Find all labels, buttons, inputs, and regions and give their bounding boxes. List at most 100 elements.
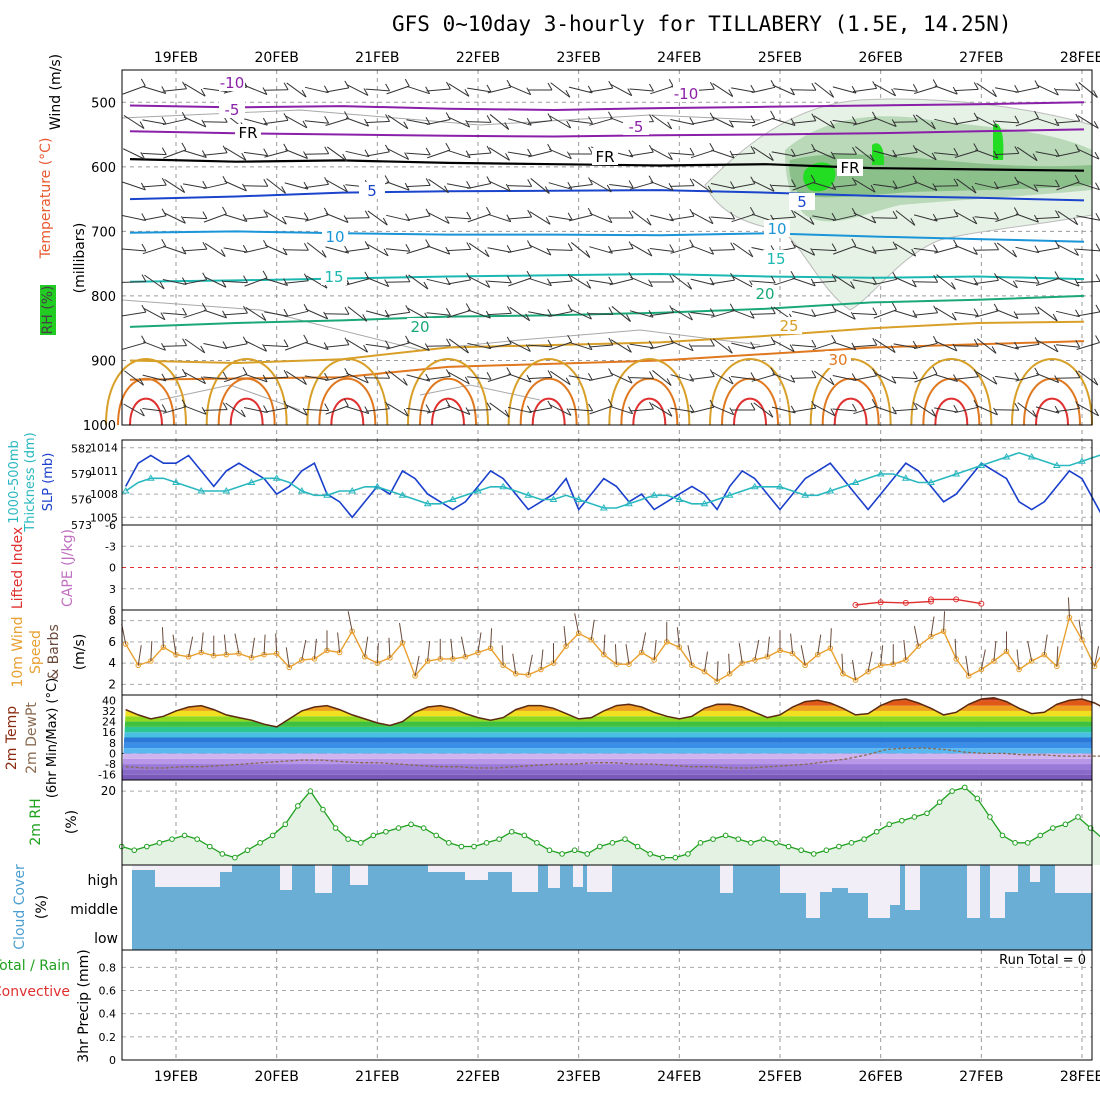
lifted-index-axis-label: Lifted Index xyxy=(10,527,26,609)
rh-marker xyxy=(924,810,930,817)
wind-barb xyxy=(1078,370,1099,386)
wind-barb xyxy=(163,245,187,255)
wind-barb xyxy=(934,374,958,382)
rh-marker xyxy=(546,847,553,854)
wind-barb xyxy=(266,178,286,194)
date-label-top: 19FEB xyxy=(154,50,198,66)
isotherm-surface-contour xyxy=(721,377,779,426)
isotherm-label-bg xyxy=(219,74,245,91)
wind-barb xyxy=(302,408,308,416)
wind-barb xyxy=(992,89,997,97)
pressure-tick-label: 600 xyxy=(91,161,116,176)
wind-barb xyxy=(611,306,631,322)
wind-barb xyxy=(203,182,228,190)
rh-marker xyxy=(508,828,515,835)
rh-shading-saturated xyxy=(993,123,1004,160)
wind-barb xyxy=(831,273,837,282)
wind-barb xyxy=(346,372,369,384)
wind-barb xyxy=(122,342,146,350)
wind-barb xyxy=(242,336,248,344)
wind-barb xyxy=(566,120,572,129)
wind-barb xyxy=(507,151,532,157)
wind-barb xyxy=(852,146,857,155)
minmax-axis-label: (6hr Min/Max) (°C) xyxy=(45,678,60,798)
wind-barb xyxy=(588,146,594,155)
wind-barb xyxy=(1095,304,1100,313)
wind-barb xyxy=(973,308,979,316)
wind-barb xyxy=(201,303,207,311)
wind-barb xyxy=(1014,115,1020,124)
wind-barb xyxy=(934,246,958,254)
wind-barb xyxy=(528,120,552,124)
wind-barb xyxy=(792,311,816,317)
wind-barb xyxy=(530,178,550,194)
wind-barb xyxy=(730,242,736,250)
wind-barb xyxy=(729,120,734,128)
wind-barb xyxy=(325,344,349,348)
wind-barb xyxy=(162,375,187,381)
wind-barb xyxy=(893,376,918,380)
wind-barb xyxy=(833,245,856,255)
wind-barb xyxy=(223,280,248,284)
wind-barb xyxy=(651,403,673,417)
wind-barb xyxy=(345,406,369,414)
wind-barb xyxy=(225,402,246,418)
wind-barb xyxy=(142,374,167,382)
wind-barb xyxy=(750,84,756,93)
wind-barb xyxy=(506,367,512,375)
wind-barb xyxy=(568,375,593,381)
wind-barb xyxy=(709,81,715,90)
isotherm-line xyxy=(129,189,1085,202)
wind-barb xyxy=(159,281,165,290)
wind-barb-surface xyxy=(301,639,307,661)
wind-barb xyxy=(404,78,410,87)
wind-barb xyxy=(1054,375,1060,383)
thickness-marker xyxy=(750,482,759,490)
wind-barb xyxy=(121,281,147,283)
wind-barb xyxy=(589,246,613,254)
wind-barb xyxy=(324,116,330,124)
wind-barb-surface xyxy=(603,634,606,655)
wind-barb xyxy=(871,399,877,407)
wind-barb xyxy=(1055,344,1080,348)
temp-axis-label: 2m Temp xyxy=(4,706,20,770)
wind-barb xyxy=(285,149,308,159)
wind-barb xyxy=(408,274,429,290)
wind-barb-surface xyxy=(829,628,832,649)
thickness-marker xyxy=(549,495,558,502)
wind-barb xyxy=(506,214,512,222)
wind-barb xyxy=(690,149,714,159)
wind-barb xyxy=(506,275,512,284)
date-label-top: 24FEB xyxy=(657,50,701,66)
wind-barb xyxy=(505,153,511,161)
wind-barb xyxy=(690,406,715,414)
wind-barb xyxy=(446,308,451,316)
wind-barb xyxy=(1076,342,1100,350)
wind-barb xyxy=(405,274,411,283)
wind-barb xyxy=(223,312,248,316)
isotherm-surface-contour xyxy=(431,397,465,426)
isotherm-label-bg xyxy=(825,351,851,368)
wind-barb xyxy=(710,249,735,251)
precip-convective-label: Convective xyxy=(0,984,70,1000)
wind-barb xyxy=(1036,339,1059,353)
thickness-marker xyxy=(650,491,659,498)
wind-barb xyxy=(527,148,532,157)
wind-barb xyxy=(994,375,1019,381)
wind-barb-surface xyxy=(527,654,533,675)
wind-barb xyxy=(691,245,714,255)
wind-barb-surface xyxy=(614,644,617,665)
wind-barb-surface xyxy=(364,636,369,657)
cloud-cover-gap xyxy=(780,865,806,893)
temperature-band xyxy=(122,742,1092,749)
thickness-marker xyxy=(1027,453,1036,460)
wind-barb xyxy=(669,305,675,313)
wind-barb xyxy=(365,151,390,157)
rh-marker xyxy=(483,840,490,846)
wind-barb xyxy=(974,310,999,318)
wind-barb xyxy=(951,312,957,321)
rh-marker xyxy=(408,821,414,828)
wind-barb xyxy=(467,376,492,380)
wind-barb xyxy=(1035,151,1060,157)
wind-barb xyxy=(487,343,512,349)
